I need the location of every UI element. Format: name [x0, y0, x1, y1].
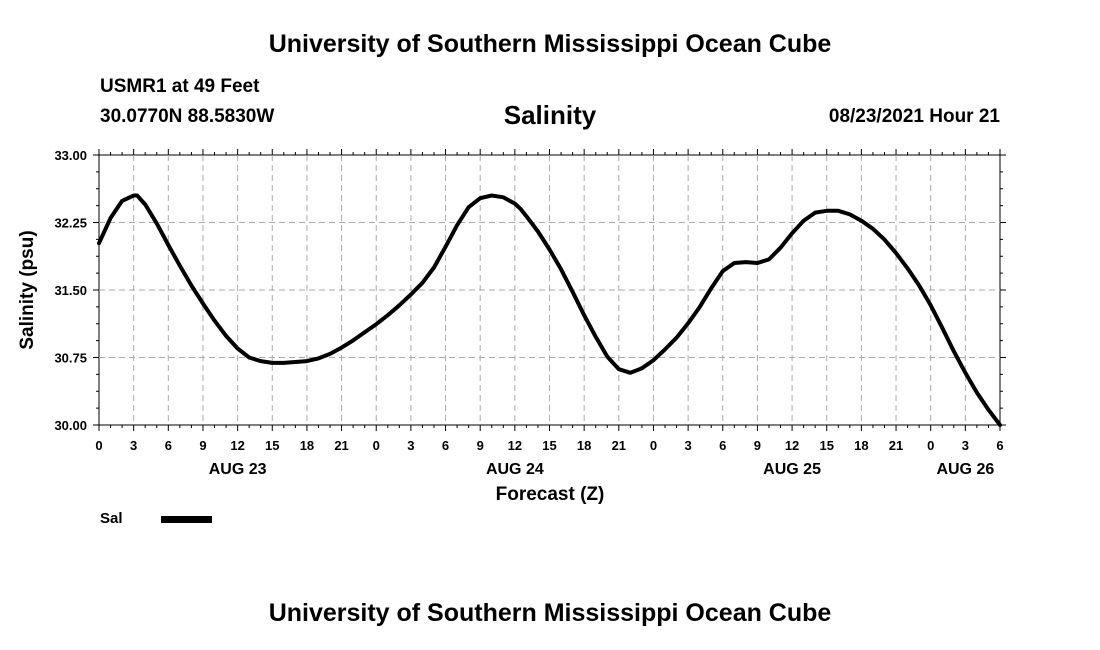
axis-ticks: 30.00 30.75 31.50 32.25 33.00 0 3 6 9 12 15 18 21 0 3 6… — [54, 148, 1006, 478]
y-axis-label: Salinity (psu) — [17, 230, 38, 349]
x-tick-label: 12 — [785, 438, 799, 453]
x-day-label: AUG 25 — [763, 461, 821, 478]
chart-title: Salinity — [503, 100, 597, 130]
series-layer — [97, 193, 1002, 427]
x-day-label: AUG 26 — [936, 461, 994, 478]
x-tick-label: 12 — [230, 438, 244, 453]
y-tick-label: 33.00 — [54, 148, 87, 163]
forecast-datetime: 08/23/2021 Hour 21 — [828, 106, 1000, 127]
x-tick-label: 21 — [612, 438, 626, 453]
series-line-salinity — [97, 193, 1002, 427]
x-tick-label: 21 — [889, 438, 903, 453]
station-label: USMR1 at 49 Feet — [100, 76, 260, 97]
y-tick-label: 30.75 — [54, 351, 87, 366]
x-day-label: AUG 23 — [209, 461, 267, 478]
x-tick-label: 21 — [334, 438, 348, 453]
x-tick-label: 18 — [577, 438, 591, 453]
x-axis-label: Forecast (Z) — [496, 484, 605, 505]
x-tick-label: 9 — [477, 438, 484, 453]
x-tick-label: 15 — [265, 438, 279, 453]
x-day-label: AUG 24 — [486, 461, 544, 478]
x-tick-label: 0 — [650, 438, 657, 453]
station-coordinates: 30.0770N 88.5830W — [100, 106, 275, 127]
legend-line-swatch — [161, 516, 212, 523]
y-tick-label: 30.00 — [54, 418, 87, 433]
grid — [99, 155, 1000, 425]
x-tick-label: 3 — [684, 438, 691, 453]
x-tick-label: 18 — [300, 438, 314, 453]
y-tick-label: 32.25 — [54, 216, 87, 231]
x-tick-label: 3 — [407, 438, 414, 453]
x-tick-label: 6 — [165, 438, 172, 453]
x-tick-label: 6 — [442, 438, 449, 453]
x-tick-label: 0 — [927, 438, 934, 453]
legend-label: Sal — [100, 510, 123, 527]
x-tick-label: 15 — [819, 438, 833, 453]
x-tick-label: 6 — [996, 438, 1003, 453]
y-tick-label: 31.50 — [54, 283, 87, 298]
x-tick-label: 3 — [962, 438, 969, 453]
x-tick-label: 0 — [95, 438, 102, 453]
footer-title: University of Southern Mississippi Ocean… — [268, 599, 832, 627]
x-tick-label: 15 — [542, 438, 556, 453]
x-tick-label: 3 — [130, 438, 137, 453]
x-tick-label: 12 — [508, 438, 522, 453]
page-title: University of Southern Mississippi Ocean… — [268, 30, 832, 58]
x-tick-label: 0 — [373, 438, 380, 453]
x-tick-label: 9 — [754, 438, 761, 453]
x-tick-label: 9 — [199, 438, 206, 453]
x-tick-label: 6 — [719, 438, 726, 453]
x-tick-label: 18 — [854, 438, 868, 453]
